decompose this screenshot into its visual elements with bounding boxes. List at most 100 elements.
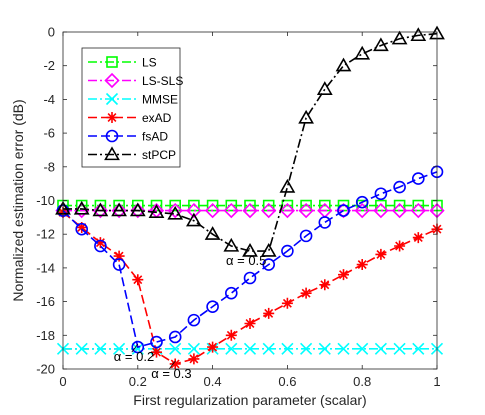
data-point-fsad [411, 172, 425, 185]
data-point-exad [412, 232, 424, 244]
x-tick-label: 0.8 [353, 374, 371, 389]
legend-swatch-marker [104, 146, 120, 161]
y-tick-label: -16 [36, 294, 55, 309]
legend-swatch-marker [105, 129, 119, 143]
data-point-ls-sls [167, 202, 183, 219]
data-point-mmse [337, 342, 350, 355]
data-point-fsad [112, 258, 126, 271]
data-point-fsad [168, 330, 182, 344]
data-point-exad [132, 274, 144, 286]
data-point-stpcp [410, 27, 427, 42]
data-point-fsad [131, 340, 145, 354]
y-tick-label: -6 [43, 126, 55, 141]
y-tick-label: -14 [36, 260, 55, 275]
data-point-stpcp [242, 242, 258, 257]
data-point-ls [225, 199, 238, 212]
legend-entry-mmse: MMSE [88, 93, 178, 107]
series-stpcp [55, 25, 445, 257]
data-point-mmse [318, 342, 331, 355]
data-point-stpcp [167, 205, 184, 220]
data-point-exad [225, 329, 237, 341]
legend-label: MMSE [142, 93, 178, 107]
data-point-fsad [374, 187, 388, 201]
data-point-ls [375, 199, 387, 212]
data-point-ls-sls [298, 202, 314, 219]
data-point-exad [394, 240, 406, 252]
data-point-fsad [243, 271, 257, 285]
data-point-fsad [225, 286, 238, 300]
data-point-stpcp [316, 81, 333, 95]
data-point-ls [412, 199, 425, 212]
data-point-exad [281, 297, 293, 309]
data-point-stpcp [186, 212, 202, 227]
data-point-stpcp [335, 57, 352, 72]
data-point-ls-sls [242, 202, 258, 219]
axes-layer: 0 0.2 0.4 0.6 0.8 1 0 -2 -4 -6 -8 -10 -12 -14 -16 -18 -2… [36, 25, 440, 390]
data-point-exad [169, 358, 181, 370]
legend-swatch-marker [105, 92, 119, 106]
data-point-exad [244, 318, 256, 330]
data-point-exad [113, 250, 125, 262]
data-point-stpcp [204, 226, 221, 240]
data-point-exad [319, 279, 331, 291]
data-point-exad [375, 248, 387, 260]
annotation-label: α = 0.2 [114, 349, 154, 364]
data-point-ls-sls [410, 202, 426, 219]
data-point-mmse [169, 342, 182, 355]
legend-label: LS [142, 56, 157, 70]
annotation-pointer [131, 343, 139, 353]
data-point-stpcp [111, 202, 127, 217]
data-point-ls [169, 199, 181, 212]
data-point-ls-sls [354, 202, 370, 219]
data-point-mmse [131, 342, 144, 355]
series-line-exad [62, 211, 438, 365]
data-point-stpcp [298, 109, 314, 124]
data-point-exad [263, 307, 275, 319]
data-point-mmse [75, 342, 88, 355]
data-point-mmse [356, 342, 369, 355]
y-tick-label: -4 [43, 92, 55, 107]
data-point-stpcp [260, 242, 277, 257]
data-point-stpcp [223, 237, 240, 252]
x-axis-label: First regularization parameter (scalar) [133, 392, 366, 408]
legend-label: LS-SLS [142, 74, 183, 88]
annotation-label: α = 0.5 [226, 253, 266, 268]
legend-swatch-marker [106, 56, 118, 68]
data-point-ls-sls [261, 202, 277, 219]
data-point-ls-sls [373, 202, 389, 219]
data-point-fsad [206, 300, 219, 313]
y-tick-label: -8 [43, 159, 55, 174]
y-tick-label: -18 [36, 328, 55, 343]
legend-swatch-marker [106, 112, 118, 123]
y-tick-label: 0 [48, 25, 55, 40]
legend-entry-stpcp: stPCP [88, 146, 176, 162]
data-point-fsad [299, 229, 313, 243]
data-point-ls-sls [186, 202, 202, 219]
legend-entry-ls: LS [88, 56, 157, 70]
legend-entry-exad: exAD [88, 111, 172, 125]
data-point-fsad [337, 204, 350, 217]
data-point-fsad [94, 239, 107, 253]
legend-swatch-marker [104, 72, 120, 89]
x-tick-label: 0.2 [129, 374, 147, 389]
y-tick-label: -10 [36, 193, 55, 208]
data-point-ls-sls [204, 202, 221, 219]
data-point-mmse [225, 342, 238, 355]
legend-label: fsAD [142, 130, 168, 144]
legend-label: exAD [142, 111, 172, 125]
legend-box [81, 47, 181, 168]
x-tick-label: 0 [59, 374, 66, 389]
data-point-mmse [243, 342, 257, 355]
y-axis-label: Normalized estimation error (dB) [10, 99, 26, 301]
data-point-ls [188, 199, 200, 212]
data-point-ls-sls [111, 202, 127, 219]
x-tick-label: 0.6 [278, 374, 296, 389]
data-point-ls-sls [223, 202, 239, 219]
data-point-exad [94, 237, 106, 249]
data-point-mmse [94, 342, 107, 355]
x-tick-label: 1 [433, 374, 440, 389]
data-point-ls-sls [130, 202, 146, 219]
data-point-fsad [75, 222, 88, 236]
data-point-stpcp [354, 45, 371, 60]
